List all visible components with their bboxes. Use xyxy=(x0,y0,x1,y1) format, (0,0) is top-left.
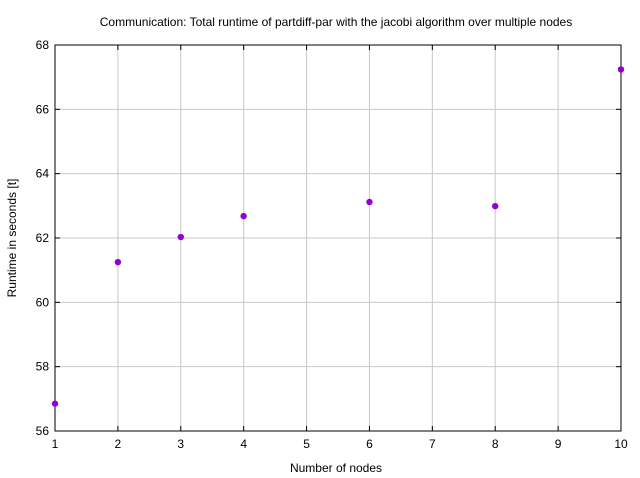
x-tick-label: 9 xyxy=(555,437,562,451)
x-tick-label: 2 xyxy=(115,437,122,451)
y-tick-label: 68 xyxy=(36,38,50,52)
x-tick-label: 10 xyxy=(614,437,628,451)
data-point xyxy=(240,212,247,220)
x-tick-label: 8 xyxy=(492,437,499,451)
x-tick-label: 3 xyxy=(177,437,184,451)
y-tick-label: 64 xyxy=(36,167,50,181)
y-axis-label: Runtime in seconds [t] xyxy=(5,179,19,298)
grid-lines xyxy=(55,45,621,431)
data-point xyxy=(492,202,499,210)
x-tick-label: 5 xyxy=(303,437,310,451)
y-tick-label: 58 xyxy=(36,360,50,374)
x-tick-label: 7 xyxy=(429,437,436,451)
x-tick-label: 6 xyxy=(366,437,373,451)
x-tick-label: 1 xyxy=(52,437,59,451)
y-tick-label: 60 xyxy=(36,295,50,309)
data-points xyxy=(51,66,625,407)
data-point xyxy=(366,198,373,206)
x-axis-label: Number of nodes xyxy=(290,461,382,475)
data-point xyxy=(51,400,59,407)
chart-title: Communication: Total runtime of partdiff… xyxy=(100,15,572,29)
data-point xyxy=(114,258,122,266)
data-point xyxy=(177,233,184,241)
y-tick-label: 56 xyxy=(36,424,50,438)
x-tick-label: 4 xyxy=(240,437,247,451)
data-point xyxy=(617,66,625,73)
y-tick-label: 62 xyxy=(36,231,50,245)
y-tick-label: 66 xyxy=(36,102,50,116)
